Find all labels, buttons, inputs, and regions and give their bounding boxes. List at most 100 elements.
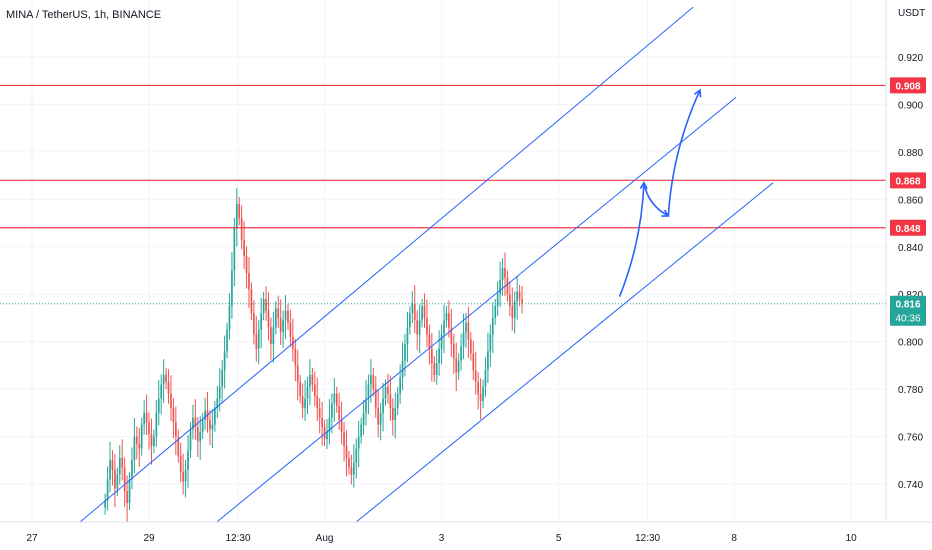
candle-body xyxy=(504,268,506,278)
candle-body xyxy=(172,408,175,423)
candle-body xyxy=(340,419,343,432)
candle-body xyxy=(399,377,401,394)
candle xyxy=(477,372,480,410)
candle xyxy=(235,188,238,247)
candle xyxy=(153,429,155,454)
candle xyxy=(438,330,440,376)
candle xyxy=(162,359,165,403)
candle xyxy=(111,450,114,486)
candle-body xyxy=(238,204,241,219)
candle xyxy=(487,332,489,383)
price-tick-label: 0.740 xyxy=(898,480,923,491)
candle-body xyxy=(521,298,523,304)
candle xyxy=(277,295,280,328)
candle xyxy=(109,441,111,493)
candle-body xyxy=(409,313,411,328)
price-unit-label: USDT xyxy=(898,8,926,19)
candle xyxy=(406,311,409,363)
price-tick-label: 0.840 xyxy=(898,243,923,254)
projection-arrow-path[interactable] xyxy=(618,88,702,297)
candle xyxy=(501,258,504,296)
candle xyxy=(382,382,384,432)
parallel-channel[interactable] xyxy=(79,6,774,523)
candle-body xyxy=(457,360,460,373)
candle xyxy=(362,400,365,435)
candle xyxy=(238,196,241,226)
candle xyxy=(331,393,333,434)
candle xyxy=(128,472,131,511)
candle xyxy=(140,417,143,456)
candle xyxy=(311,367,314,392)
candle-body xyxy=(104,500,106,508)
candle xyxy=(474,351,477,395)
candle xyxy=(248,257,250,308)
candle-body xyxy=(250,289,253,314)
candle-body xyxy=(243,239,245,257)
time-axis[interactable]: 27 29 12:30 Aug 3 5 12:30 8 10 xyxy=(26,533,857,544)
candle xyxy=(214,400,216,432)
candle xyxy=(399,364,401,404)
candle xyxy=(472,340,475,381)
candle xyxy=(155,400,158,447)
candle xyxy=(377,389,380,438)
candle xyxy=(170,375,172,421)
candle-body xyxy=(365,398,367,413)
candle xyxy=(118,445,121,485)
candle xyxy=(418,304,421,354)
candle xyxy=(423,293,426,328)
candle xyxy=(301,383,304,419)
candle xyxy=(365,380,367,426)
price-axis[interactable]: 0.7400.7600.7800.8000.8200.8400.8600.880… xyxy=(898,53,923,491)
candle xyxy=(174,406,177,456)
price-tick-label: 0.780 xyxy=(898,385,923,396)
price-level-tag: 0.848 xyxy=(890,219,926,236)
candle-body xyxy=(155,412,158,437)
candle-body xyxy=(499,279,501,295)
candle xyxy=(404,334,406,377)
candle-body xyxy=(140,424,143,449)
candle xyxy=(450,308,453,357)
candle-body xyxy=(274,308,277,328)
lower-channel-line xyxy=(355,182,774,523)
candle-body xyxy=(494,306,497,318)
candle-body xyxy=(404,344,406,361)
candle xyxy=(114,454,116,508)
candle xyxy=(189,422,192,458)
candle xyxy=(255,316,258,362)
price-tick-label: 0.860 xyxy=(898,195,923,206)
candle xyxy=(489,324,492,367)
candle xyxy=(294,338,297,382)
time-tick-label: 3 xyxy=(439,533,445,544)
candle-body xyxy=(482,386,484,401)
candle xyxy=(104,493,106,515)
candle-body xyxy=(416,320,419,335)
candle-body xyxy=(135,436,138,444)
candle xyxy=(452,334,455,374)
candle xyxy=(328,399,331,445)
candle-body xyxy=(150,434,153,447)
candle xyxy=(348,450,350,475)
candle xyxy=(504,252,506,297)
candle-body xyxy=(131,460,133,480)
candle-body xyxy=(143,412,145,425)
candle xyxy=(516,276,519,320)
candle-body xyxy=(170,393,172,409)
candle xyxy=(209,410,211,446)
time-tick-label: 12:30 xyxy=(635,533,660,544)
candle xyxy=(206,391,209,433)
candle xyxy=(199,416,202,460)
candle-body xyxy=(518,291,521,299)
candle-body xyxy=(270,327,272,345)
candle-body xyxy=(379,412,382,425)
candle xyxy=(194,399,197,440)
horizontal-price-levels[interactable] xyxy=(0,84,886,305)
candle xyxy=(421,298,423,328)
candle xyxy=(121,439,124,481)
price-tick-label: 0.880 xyxy=(898,148,923,159)
candlestick-series xyxy=(104,188,523,522)
candle xyxy=(260,297,263,349)
candle-body xyxy=(277,308,280,318)
candle xyxy=(494,298,497,326)
candle xyxy=(416,310,419,351)
